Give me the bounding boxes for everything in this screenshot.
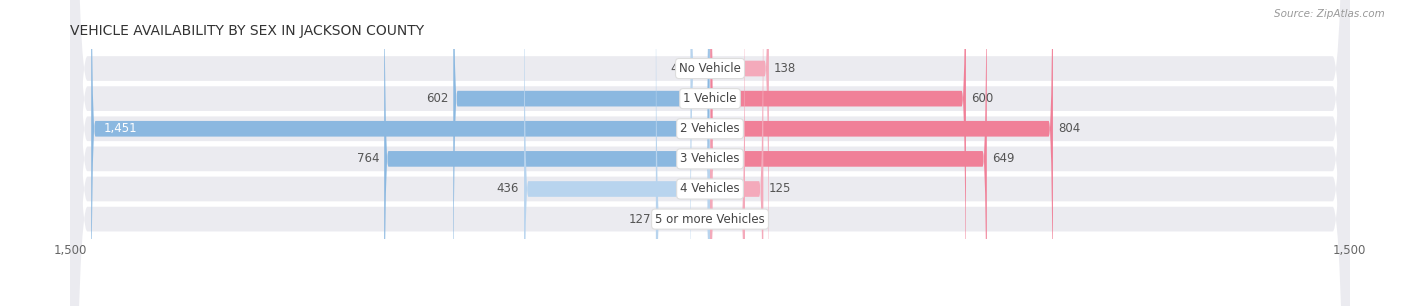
FancyBboxPatch shape — [524, 0, 710, 306]
Text: 127: 127 — [628, 213, 651, 226]
Text: 649: 649 — [993, 152, 1015, 165]
Text: 4 Vehicles: 4 Vehicles — [681, 182, 740, 196]
FancyBboxPatch shape — [710, 0, 1053, 306]
FancyBboxPatch shape — [710, 0, 987, 306]
Text: 764: 764 — [357, 152, 380, 165]
Text: 138: 138 — [773, 62, 796, 75]
Text: 125: 125 — [769, 182, 790, 196]
Text: 436: 436 — [496, 182, 519, 196]
Text: 46: 46 — [671, 62, 685, 75]
Text: 5 or more Vehicles: 5 or more Vehicles — [655, 213, 765, 226]
Text: 3 Vehicles: 3 Vehicles — [681, 152, 740, 165]
FancyBboxPatch shape — [70, 0, 1350, 306]
Text: 600: 600 — [972, 92, 993, 105]
FancyBboxPatch shape — [70, 0, 1350, 306]
Text: 1,451: 1,451 — [104, 122, 138, 135]
FancyBboxPatch shape — [690, 0, 710, 306]
Text: 2 Vehicles: 2 Vehicles — [681, 122, 740, 135]
Text: 82: 82 — [751, 213, 765, 226]
FancyBboxPatch shape — [710, 0, 745, 306]
FancyBboxPatch shape — [91, 0, 710, 306]
Text: No Vehicle: No Vehicle — [679, 62, 741, 75]
Text: Source: ZipAtlas.com: Source: ZipAtlas.com — [1274, 9, 1385, 19]
FancyBboxPatch shape — [70, 0, 1350, 306]
Text: 804: 804 — [1059, 122, 1080, 135]
FancyBboxPatch shape — [384, 0, 710, 306]
FancyBboxPatch shape — [453, 0, 710, 306]
FancyBboxPatch shape — [70, 0, 1350, 306]
FancyBboxPatch shape — [710, 0, 966, 306]
Text: VEHICLE AVAILABILITY BY SEX IN JACKSON COUNTY: VEHICLE AVAILABILITY BY SEX IN JACKSON C… — [70, 24, 425, 38]
FancyBboxPatch shape — [70, 0, 1350, 306]
FancyBboxPatch shape — [655, 0, 710, 306]
FancyBboxPatch shape — [70, 0, 1350, 306]
FancyBboxPatch shape — [710, 0, 763, 306]
FancyBboxPatch shape — [710, 0, 769, 306]
Text: 602: 602 — [426, 92, 449, 105]
Text: 1 Vehicle: 1 Vehicle — [683, 92, 737, 105]
